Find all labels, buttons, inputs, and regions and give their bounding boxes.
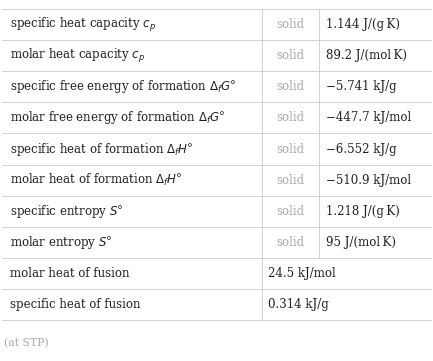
- Text: solid: solid: [276, 236, 304, 249]
- Text: 1.144 J/(g K): 1.144 J/(g K): [326, 18, 400, 31]
- Text: specific heat of fusion: specific heat of fusion: [10, 298, 140, 311]
- Text: solid: solid: [276, 18, 304, 31]
- Text: molar free energy of formation $\Delta_f G$°: molar free energy of formation $\Delta_f…: [10, 109, 225, 126]
- Text: (at STP): (at STP): [4, 338, 49, 349]
- Text: −447.7 kJ/mol: −447.7 kJ/mol: [326, 112, 411, 125]
- Text: solid: solid: [276, 49, 304, 62]
- Text: −6.552 kJ/g: −6.552 kJ/g: [326, 143, 397, 156]
- Text: solid: solid: [276, 80, 304, 93]
- Text: 0.314 kJ/g: 0.314 kJ/g: [268, 298, 329, 311]
- Text: solid: solid: [276, 174, 304, 187]
- Text: specific free energy of formation $\Delta_f G$°: specific free energy of formation $\Delt…: [10, 78, 236, 95]
- Text: molar heat capacity $c_p$: molar heat capacity $c_p$: [10, 47, 145, 65]
- Text: 24.5 kJ/mol: 24.5 kJ/mol: [268, 267, 336, 280]
- Text: specific heat capacity $c_p$: specific heat capacity $c_p$: [10, 16, 156, 34]
- Text: −5.741 kJ/g: −5.741 kJ/g: [326, 80, 397, 93]
- Text: molar entropy $S$°: molar entropy $S$°: [10, 234, 112, 251]
- Text: solid: solid: [276, 143, 304, 156]
- Text: 1.218 J/(g K): 1.218 J/(g K): [326, 205, 400, 218]
- Text: 89.2 J/(mol K): 89.2 J/(mol K): [326, 49, 407, 62]
- Text: 95 J/(mol K): 95 J/(mol K): [326, 236, 396, 249]
- Text: specific entropy $S$°: specific entropy $S$°: [10, 203, 123, 220]
- Text: −510.9 kJ/mol: −510.9 kJ/mol: [326, 174, 411, 187]
- Text: molar heat of formation $\Delta_f H$°: molar heat of formation $\Delta_f H$°: [10, 172, 182, 188]
- Text: molar heat of fusion: molar heat of fusion: [10, 267, 129, 280]
- Text: solid: solid: [276, 205, 304, 218]
- Text: specific heat of formation $\Delta_f H$°: specific heat of formation $\Delta_f H$°: [10, 140, 194, 157]
- Text: solid: solid: [276, 112, 304, 125]
